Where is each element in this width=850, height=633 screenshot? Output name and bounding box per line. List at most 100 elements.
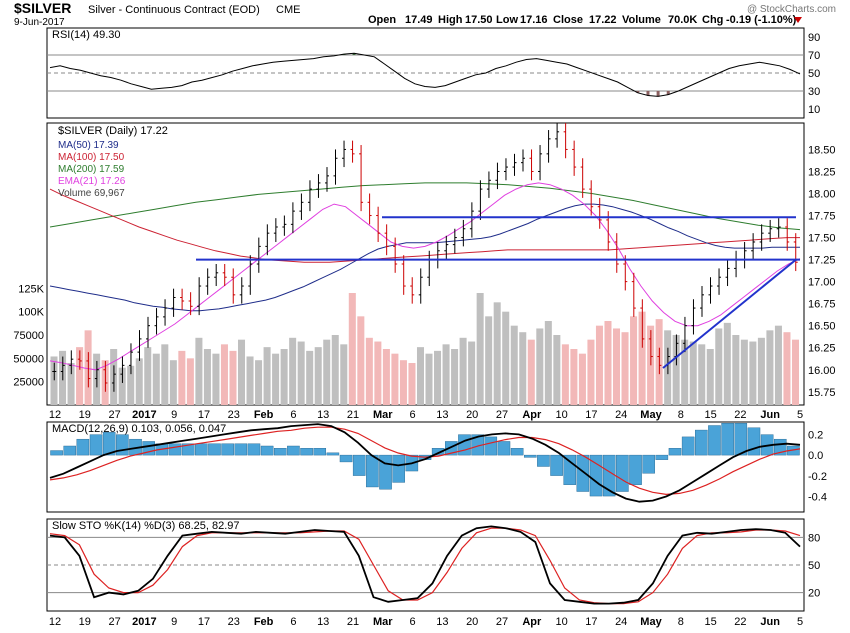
watermark: @ StockCharts.com (747, 4, 836, 15)
macd-histogram-bar (313, 448, 327, 456)
sto-x-tick-label: 10 (555, 616, 567, 628)
volume-bar (391, 353, 399, 405)
macd-signal-line (49, 426, 801, 496)
volume-bar (774, 325, 782, 405)
sto-d-line (49, 527, 801, 605)
rsi-line (49, 52, 801, 97)
macd-histogram-bar (497, 441, 511, 456)
volume-bar (331, 335, 339, 405)
ma50-line (49, 203, 800, 312)
macd-histogram-bar (576, 454, 590, 492)
volume-bar (604, 321, 612, 405)
sto-x-tick-label: 17 (198, 616, 210, 628)
volume-bar (161, 344, 169, 405)
sto-x-tick-label: 15 (704, 616, 716, 628)
volume-bar (783, 332, 791, 405)
legend-ma100: MA(100) 17.50 (58, 152, 125, 163)
volume-bar (178, 350, 186, 405)
price-x-tick-label: Apr (522, 409, 542, 421)
volume-bar (689, 341, 697, 405)
volume-bar (442, 344, 450, 405)
price-tick-label: 17.75 (808, 211, 836, 223)
rsi-tick-label: 70 (808, 50, 820, 62)
volume-bar (570, 349, 578, 405)
volume-bar (434, 350, 442, 405)
macd-histogram-bar (116, 434, 129, 456)
macd-histogram-bar (537, 454, 550, 467)
close-value: 17.22 (589, 14, 617, 26)
price-tick-label: 18.25 (808, 166, 836, 178)
volume-bar (732, 335, 740, 405)
volume-bar (578, 353, 586, 405)
volume-bar (510, 325, 518, 405)
sto-x-tick-label: 13 (436, 616, 448, 628)
volume-bar (297, 341, 305, 405)
volume-bar (502, 311, 510, 405)
macd-layer: -0.4 -0.2 0.0 0.2 (49, 423, 827, 503)
sto-x-tick-label: 24 (615, 616, 627, 628)
macd-histogram-bar (208, 443, 221, 456)
macd-histogram-bar (366, 454, 379, 488)
volume-bar (561, 344, 569, 405)
high-label: High (438, 14, 463, 26)
macd-line (49, 423, 801, 503)
price-tick-label: 15.75 (808, 387, 836, 399)
volume-bar (672, 335, 680, 405)
exchange-label: CME (276, 4, 300, 16)
rsi-tick-label: 90 (808, 32, 820, 44)
macd-histogram-bar (616, 454, 629, 492)
sto-k-line (49, 525, 801, 605)
volume-bar (229, 350, 237, 405)
sto-x-tick-label: 27 (496, 616, 508, 628)
macd-histogram-bar (168, 443, 182, 456)
price-x-tick-label: 13 (436, 409, 448, 421)
volume-bar (323, 339, 331, 405)
macd-histogram-bar (247, 443, 261, 456)
volume-bar (749, 341, 757, 405)
volume-bar (493, 302, 501, 405)
macd-histogram-bar (89, 434, 103, 456)
symbol-description: Silver - Continuous Contract (EOD) (88, 4, 260, 16)
volume-bar (468, 341, 476, 405)
close-label: Close (553, 14, 583, 26)
macd-histogram-bar (195, 443, 208, 456)
macd-histogram-bar (523, 454, 537, 458)
macd-histogram-bar (642, 454, 655, 474)
price-x-tick-label: Jun (760, 409, 780, 421)
price-title: $SILVER (Daily) 17.22 (58, 125, 168, 137)
macd-histogram-bar (234, 443, 248, 456)
price-tick-label: 16.75 (808, 299, 836, 311)
macd-histogram-bar (50, 450, 63, 456)
price-x-tick-label: 17 (198, 409, 210, 421)
price-x-tick-label: May (640, 409, 662, 421)
macd-panel (46, 421, 805, 513)
chg-value: -0.19 (-1.10%) (726, 14, 797, 26)
volume-bar (459, 337, 467, 405)
price-x-tick-label: 15 (704, 409, 716, 421)
price-tick-label: 17.50 (808, 233, 836, 245)
volume-bar (203, 349, 211, 405)
macd-histogram-bar (260, 445, 274, 456)
sto-x-tick-label: 20 (466, 616, 478, 628)
volume-bar (127, 365, 135, 405)
volume-bar (715, 328, 723, 405)
volume-bar (118, 367, 126, 405)
date-label: 9-Jun-2017 (14, 17, 65, 28)
volume-tick-label: 100K (18, 307, 44, 319)
macd-histogram-bar (655, 454, 669, 460)
volume-bar (365, 337, 373, 405)
chg-label: Chg (702, 14, 723, 26)
sto-x-tick-label: 9 (171, 616, 177, 628)
price-x-tick-label: 24 (615, 409, 627, 421)
volume-bar (169, 360, 177, 405)
price-tick-label: 18.00 (808, 189, 836, 201)
sto-title: Slow STO %K(14) %D(3) 68.25, 82.97 (52, 520, 240, 532)
macd-histogram-bar (339, 454, 353, 463)
sto-x-tick-label: 21 (347, 616, 359, 628)
macd-histogram-bar (76, 438, 90, 456)
price-x-tick-label: 13 (317, 409, 329, 421)
volume-bar (638, 311, 646, 405)
ma100-line (49, 188, 800, 263)
sto-x-tick-label: 6 (290, 616, 296, 628)
volume-bar (740, 339, 748, 405)
